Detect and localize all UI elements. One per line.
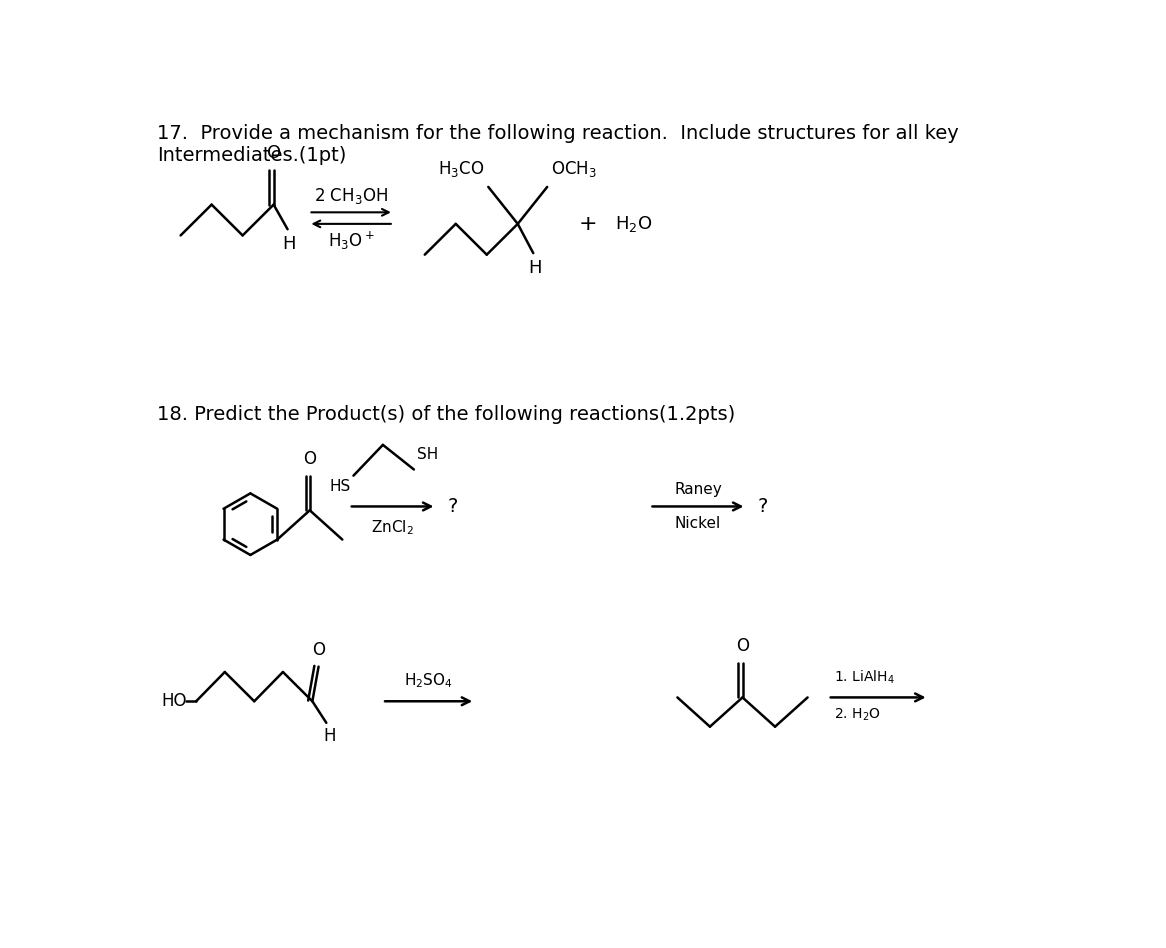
Text: Raney: Raney xyxy=(674,483,722,497)
Text: OCH$_3$: OCH$_3$ xyxy=(552,159,597,179)
Text: O: O xyxy=(736,637,749,655)
Text: H: H xyxy=(323,727,336,745)
Text: HO: HO xyxy=(161,692,187,710)
Text: Nickel: Nickel xyxy=(675,516,721,531)
Text: SH: SH xyxy=(417,447,438,462)
Text: 2 CH$_3$OH: 2 CH$_3$OH xyxy=(314,186,388,206)
Text: +: + xyxy=(578,214,597,234)
Text: O: O xyxy=(312,641,325,659)
Text: H$_2$O: H$_2$O xyxy=(614,214,652,234)
Text: O: O xyxy=(267,144,281,162)
Text: 18. Predict the Product(s) of the following reactions(1.2pts): 18. Predict the Product(s) of the follow… xyxy=(157,405,736,424)
Text: 17.  Provide a mechanism for the following reaction.  Include structures for all: 17. Provide a mechanism for the followin… xyxy=(157,124,960,165)
Text: 2. H$_2$O: 2. H$_2$O xyxy=(834,706,880,723)
Text: H$_2$SO$_4$: H$_2$SO$_4$ xyxy=(405,671,454,690)
Text: ZnCl$_2$: ZnCl$_2$ xyxy=(371,518,414,537)
Text: ?: ? xyxy=(758,497,768,516)
Text: HS: HS xyxy=(329,479,350,494)
Text: O: O xyxy=(303,450,316,468)
Text: ?: ? xyxy=(448,497,458,516)
Text: H$_3$CO: H$_3$CO xyxy=(438,159,484,179)
Text: 1. LiAlH$_4$: 1. LiAlH$_4$ xyxy=(834,668,894,685)
Text: H: H xyxy=(528,260,541,277)
Text: H$_3$O$^+$: H$_3$O$^+$ xyxy=(328,230,374,252)
Text: H: H xyxy=(282,235,296,253)
